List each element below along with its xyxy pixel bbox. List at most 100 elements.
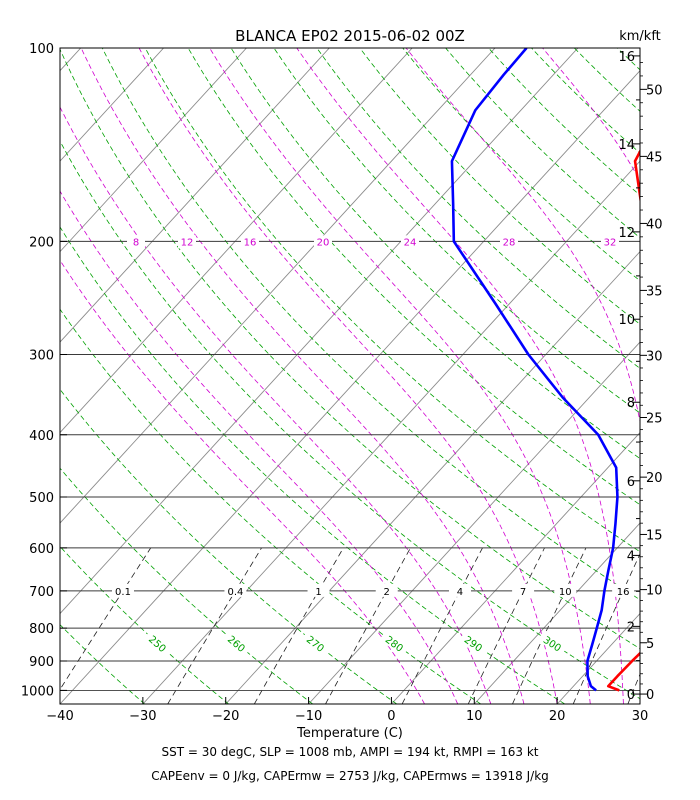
mixing-ratio-label-bg xyxy=(512,583,535,597)
mixing-ratio-label: 0.1 xyxy=(115,587,131,598)
dry-adiabat-label-bg xyxy=(301,629,332,657)
kft-tick-label: 25 xyxy=(646,411,663,426)
km-tick-label: 12 xyxy=(618,226,635,241)
sounding-profiles xyxy=(450,48,640,692)
moist-adiabat-label-bg xyxy=(401,235,419,249)
pressure-tick-label: 700 xyxy=(29,585,54,600)
mixing-ratio-line xyxy=(325,547,411,704)
isotherm-line xyxy=(473,522,640,704)
kft-tick-label: 50 xyxy=(646,83,663,98)
dry-adiabat-label-bg xyxy=(379,629,411,657)
dry-adiabat-line xyxy=(60,388,397,704)
x-tick-label: 0 xyxy=(387,709,395,724)
mixing-ratio-line xyxy=(627,673,640,704)
moist-adiabat-line xyxy=(60,106,492,704)
km-tick-label: 4 xyxy=(627,549,635,564)
chart-title: BLANCA EP02 2015-06-02 00Z xyxy=(235,27,465,45)
dry-adiabat-line xyxy=(144,48,640,553)
isotherm-line xyxy=(391,431,640,704)
moist-adiabat-label-bg xyxy=(178,235,196,249)
mixing-ratio-label-bg xyxy=(612,583,635,597)
plot-frame xyxy=(59,47,641,705)
x-tick-label: 30 xyxy=(632,709,649,724)
dry-adiabat-line xyxy=(273,48,640,414)
kft-tick-label: 30 xyxy=(646,349,663,364)
mixing-ratio-label: 4 xyxy=(457,587,463,598)
dry-adiabat-line xyxy=(402,48,640,282)
dry-adiabat-line xyxy=(187,48,640,506)
km-tick-label: 10 xyxy=(618,313,635,328)
mixing-ratio-label-bg xyxy=(307,583,330,597)
isotherm-line xyxy=(60,48,82,72)
moist-adiabat-line xyxy=(296,48,624,704)
x-tick-label: 20 xyxy=(549,709,566,724)
pressure-tick-label: 100 xyxy=(29,42,54,57)
dry-adiabat-line xyxy=(60,702,61,704)
moist-adiabat-label: 8 xyxy=(133,237,139,248)
dewpoint-profile xyxy=(450,48,619,692)
isobar-lines xyxy=(60,48,640,691)
dry-adiabat-label-bg xyxy=(458,629,490,657)
moist-adiabat-line xyxy=(138,48,558,704)
kft-tick-label: 45 xyxy=(646,150,663,165)
moist-adiabat-label-bg xyxy=(314,235,332,249)
x-tick-label: −20 xyxy=(212,709,239,724)
mixing-ratio-line xyxy=(401,547,483,704)
pressure-tick-label: 900 xyxy=(29,655,54,670)
kft-tick-label: 15 xyxy=(646,528,663,543)
mixing-ratio-label-bg xyxy=(111,583,134,597)
isotherm-line xyxy=(60,69,640,704)
mixing-ratio-label-bg xyxy=(554,583,577,597)
kft-tick-label: 35 xyxy=(646,284,663,299)
dry-adiabat-line xyxy=(660,48,700,704)
moist-adiabat-label-bg xyxy=(500,235,518,249)
moist-adiabat-label: 32 xyxy=(604,237,617,248)
mixing-ratio-line xyxy=(60,547,152,691)
isotherm-line xyxy=(308,341,640,704)
dry-adiabat-line xyxy=(60,308,481,704)
mixing-ratio-label: 7 xyxy=(520,587,526,598)
kft-tick-label: 40 xyxy=(646,217,663,232)
km-tick-label: 14 xyxy=(618,138,635,153)
moist-adiabat-line xyxy=(209,48,591,704)
dry-adiabat-line xyxy=(574,48,640,112)
isotherm-line xyxy=(60,48,579,615)
dry-adiabat-label-bg xyxy=(222,628,252,657)
pressure-tick-label: 600 xyxy=(29,542,54,557)
dry-adiabat-line xyxy=(60,48,640,650)
caption-line-2: CAPEenv = 0 J/kg, CAPErmw = 2753 J/kg, C… xyxy=(151,769,549,783)
moist-adiabat-line xyxy=(60,190,459,704)
km-tick-label: 6 xyxy=(627,475,635,490)
pressure-tick-label: 500 xyxy=(29,491,54,506)
kft-tick-label: 0 xyxy=(646,688,654,703)
mixing-ratio-label: 0.4 xyxy=(227,587,243,598)
moist-adiabat-label: 20 xyxy=(317,237,330,248)
moist-adiabat-label-bg xyxy=(241,235,259,249)
isotherm-line xyxy=(60,48,330,343)
isotherm-line xyxy=(60,48,164,162)
moist-adiabat-label: 24 xyxy=(404,237,417,248)
mixing-ratio-label: 10 xyxy=(559,587,572,598)
km-tick-label: 0 xyxy=(627,688,635,703)
moist-adiabat-label: 16 xyxy=(244,237,257,248)
isotherm-line xyxy=(639,703,640,704)
isotherm-line xyxy=(60,48,413,434)
dry-adiabat-line xyxy=(488,48,640,196)
moist-adiabat-line xyxy=(60,259,425,704)
kft-tick-label: 20 xyxy=(646,471,663,486)
moist-adiabat-label-bg xyxy=(127,235,145,249)
pressure-tick-label: 300 xyxy=(29,348,54,363)
dry-adiabat-line xyxy=(359,48,640,325)
mixing-ratio-label-bg xyxy=(375,583,398,597)
km-tick-label: 8 xyxy=(627,396,635,411)
dry-adiabat-line xyxy=(60,226,565,704)
axes-ticks: −40 −30 −20 −10 0 10 20 30100200300400500600700… xyxy=(21,42,663,724)
dry-adiabat-label-bg xyxy=(537,629,569,657)
mixing-ratio-label: 16 xyxy=(617,587,630,598)
mixing-ratio-label: 1 xyxy=(315,587,321,598)
mixing-ratio-label-bg xyxy=(224,583,247,597)
x-tick-label: −30 xyxy=(129,709,156,724)
kft-tick-label: 5 xyxy=(646,637,654,652)
pressure-tick-label: 1000 xyxy=(21,684,54,699)
